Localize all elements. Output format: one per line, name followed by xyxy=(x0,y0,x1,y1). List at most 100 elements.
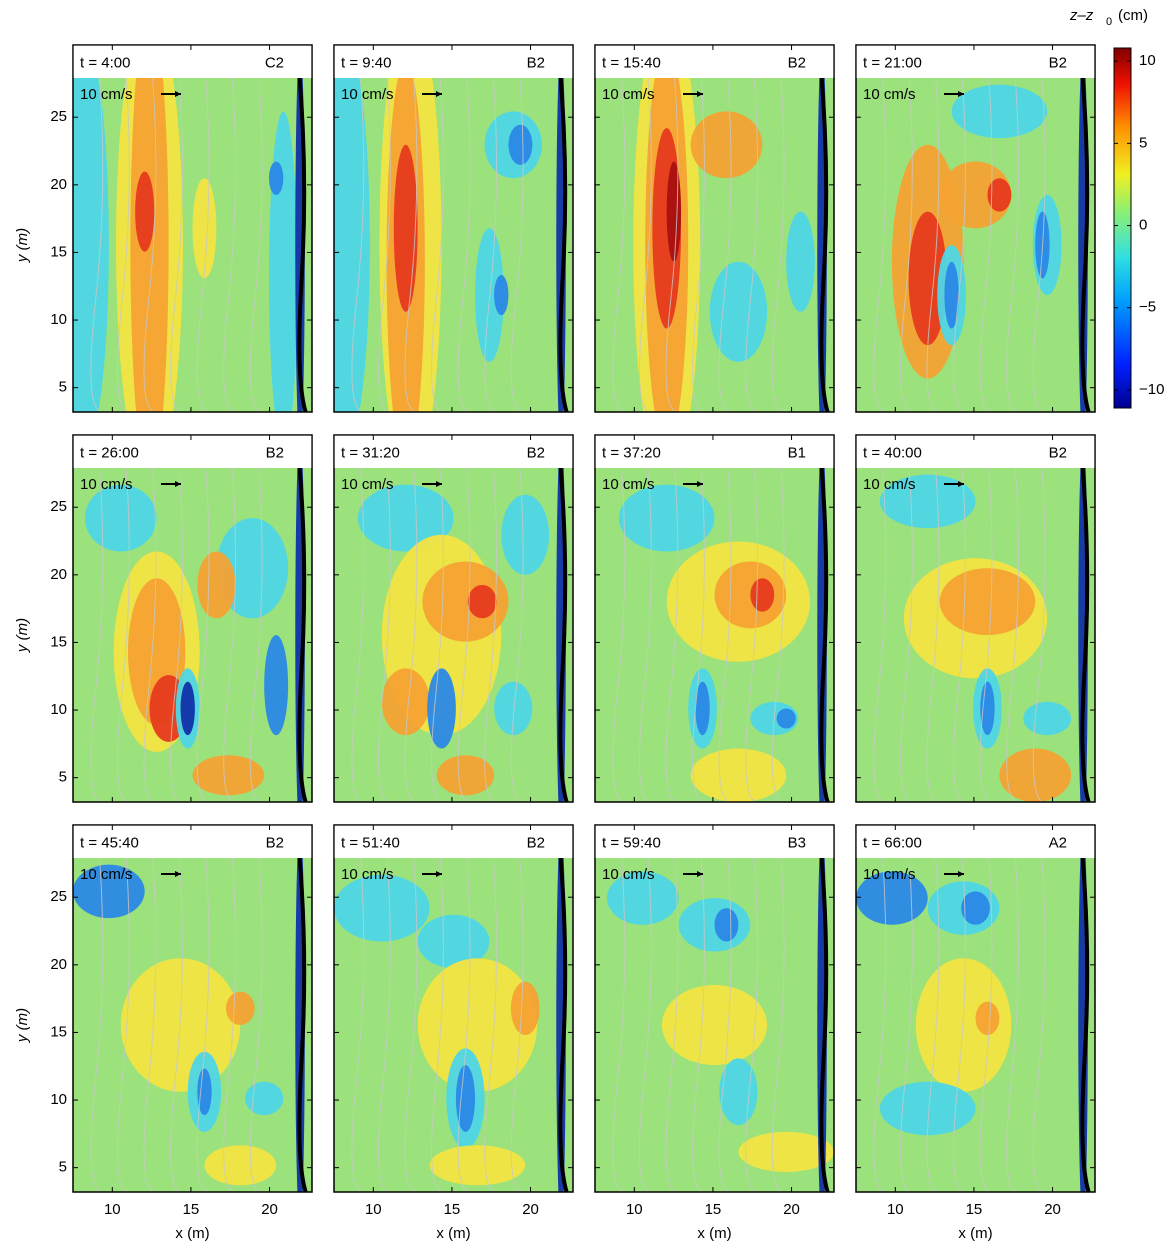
depth-contour xyxy=(90,858,104,1192)
panel-case: B2 xyxy=(527,54,545,71)
depth-contour xyxy=(953,858,966,1192)
field-patch xyxy=(951,84,1048,139)
scale-label: 10 cm/s xyxy=(80,476,133,493)
depth-contour xyxy=(638,858,652,1192)
y-tick-label: 5 xyxy=(59,379,67,396)
field-patch xyxy=(73,78,109,412)
x-tick-label: 15 xyxy=(183,1201,200,1218)
field xyxy=(334,858,573,1192)
panel-header xyxy=(73,435,312,468)
depth-contour xyxy=(926,858,940,1192)
depth-contour xyxy=(404,78,418,412)
scale-arrowhead xyxy=(697,481,703,487)
depth-contour xyxy=(771,468,785,802)
panel-time: t = 45:40 xyxy=(80,834,139,851)
field-patch xyxy=(429,1145,526,1186)
depth-contour xyxy=(979,78,993,412)
shoreline xyxy=(558,78,569,412)
field xyxy=(595,468,834,802)
colorbar-tick-label: 5 xyxy=(1139,134,1147,151)
field-patch xyxy=(690,748,787,802)
y-axis-label: y (m) xyxy=(14,1008,31,1043)
field-patch xyxy=(225,991,255,1025)
field-patch xyxy=(245,1081,284,1116)
field-patch xyxy=(666,161,682,262)
depth-contour xyxy=(745,858,759,1192)
x-tick-label: 20 xyxy=(783,1201,800,1218)
field-patch xyxy=(381,668,430,736)
depth-contour xyxy=(638,78,652,412)
field-patch xyxy=(501,494,550,575)
field-patch xyxy=(939,568,1036,635)
panel-frame xyxy=(333,44,574,413)
field-patch xyxy=(197,1068,212,1116)
depth-contour xyxy=(979,468,993,802)
scale-arrowhead xyxy=(697,91,703,97)
y-tick-label: 25 xyxy=(50,108,67,125)
scale-label: 10 cm/s xyxy=(602,86,655,103)
field-patch xyxy=(690,111,763,179)
depth-contour xyxy=(404,468,418,802)
x-tick-label: 15 xyxy=(444,1201,461,1218)
depth-contour xyxy=(404,858,418,1192)
panel-frame xyxy=(594,434,835,803)
y-tick-label: 20 xyxy=(50,956,67,973)
field-patch xyxy=(618,484,715,552)
depth-contour xyxy=(484,468,498,802)
shoreline xyxy=(297,78,308,412)
panel-time: t = 37:20 xyxy=(602,444,661,461)
depth-contour xyxy=(1006,858,1020,1192)
depth-contour xyxy=(223,468,237,802)
depth-contour xyxy=(143,468,157,802)
field-patch xyxy=(197,551,236,619)
shoreline xyxy=(297,468,308,802)
scale-arrowhead xyxy=(697,871,703,877)
panel-time: t = 21:00 xyxy=(863,54,922,71)
panel-header xyxy=(334,435,573,468)
field-patch xyxy=(427,668,456,749)
colorbar-tick-label: −5 xyxy=(1139,299,1156,316)
depth-contour xyxy=(484,858,498,1192)
depth-contour xyxy=(143,858,157,1192)
panel-case: B1 xyxy=(788,444,806,461)
field-patch xyxy=(393,144,418,312)
scale-arrowhead xyxy=(175,481,181,487)
depth-contour xyxy=(457,858,471,1192)
y-tick-label: 25 xyxy=(50,888,67,905)
depth-contour xyxy=(926,78,940,412)
field xyxy=(73,78,312,412)
depth-contour xyxy=(223,78,237,412)
panel-frame xyxy=(333,434,574,803)
field-patch xyxy=(334,874,430,942)
panel-case: B2 xyxy=(788,54,806,71)
y-tick-label: 15 xyxy=(50,243,67,260)
depth-contour xyxy=(510,858,524,1192)
depth-contour xyxy=(431,468,444,802)
field-patch xyxy=(475,228,504,362)
field-patch xyxy=(975,1001,1000,1036)
field-patch xyxy=(120,958,241,1092)
scale-label: 10 cm/s xyxy=(863,866,916,883)
depth-contour xyxy=(116,468,130,802)
colorbar xyxy=(1113,47,1132,409)
field-patch xyxy=(939,161,1012,229)
field-patch xyxy=(987,178,1012,212)
depth-contour xyxy=(510,78,524,412)
panel-header xyxy=(73,45,312,78)
field-patch xyxy=(661,984,768,1066)
colorbar-unit: (cm) xyxy=(1118,7,1148,24)
y-tick-label: 20 xyxy=(50,566,67,583)
field-patch xyxy=(750,578,775,612)
colorbar-tick-label: −10 xyxy=(1139,381,1164,398)
depth-contour xyxy=(90,78,104,412)
shoreline xyxy=(297,858,308,1192)
x-axis-label: x (m) xyxy=(958,1225,992,1242)
field-patch xyxy=(417,958,538,1092)
depth-contour xyxy=(196,858,210,1192)
scale-arrowhead xyxy=(175,91,181,97)
scale-label: 10 cm/s xyxy=(341,866,394,883)
depth-contour xyxy=(431,858,444,1192)
depth-contour xyxy=(351,858,365,1192)
field-patch xyxy=(494,275,509,316)
